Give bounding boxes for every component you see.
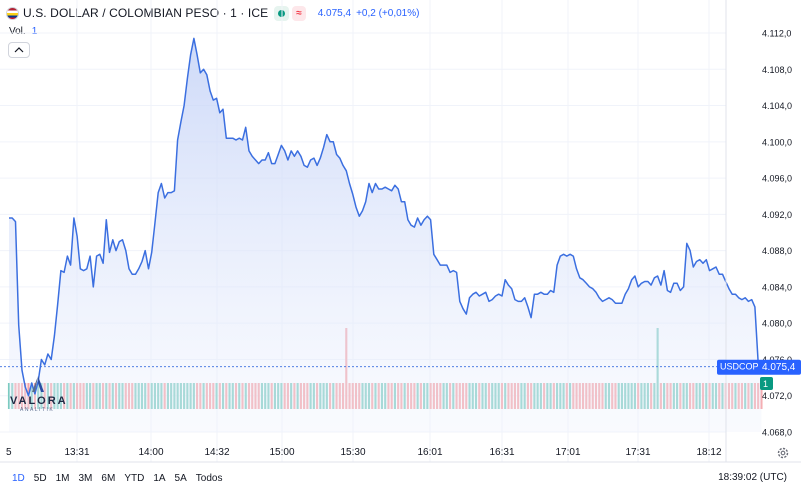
volume-legend-value: 1 [31,26,38,37]
price-area [9,38,762,433]
x-tick-label: 13:31 [64,447,89,458]
x-tick-label: 15:00 [269,447,294,458]
price-axis[interactable]: 4.112,0 4.108,0 4.104,0 4.100,0 4.096,0 4.092… [762,29,792,438]
y-tick-label: 4.080,0 [762,319,792,329]
range-button-1d[interactable]: 1D [12,473,25,484]
x-tick-label: 17:31 [625,447,650,458]
valora-analitik-logo: VALORA ANALITIK [10,376,68,413]
range-button-todos[interactable]: Todos [195,473,223,484]
x-tick-label: 16:31 [489,447,514,458]
gear-icon[interactable] [776,446,790,460]
chart-header: U.S. DOLLAR / COLOMBIAN PESO · 1 · ICE ≈… [6,4,419,22]
volume-legend: Vol. 1 [9,26,37,37]
logo-mark-icon [38,376,44,392]
last-price-label: USDCOP 4.075,4 [717,359,801,375]
price-line [9,37,762,397]
y-tick-label: 4.104,0 [762,101,792,111]
y-tick-label: 4.100,0 [762,137,792,147]
range-button-5a[interactable]: 5A [174,473,187,484]
price-change: +0,2 (+0,01%) [356,7,420,19]
utc-clock[interactable]: 18:39:02 (UTC) [718,472,787,483]
time-axis[interactable]: 5 13:31 14:00 14:32 15:00 15:30 16:01 16:31 17:0… [6,447,722,458]
volume-bar [760,383,763,409]
bottom-toolbar: 1D 5D 1M 3M 6M YTD 1A 5A Todos 18:39:02 … [0,468,801,489]
last-price-value: 4.075,4 [762,362,796,373]
range-button-1m[interactable]: 1M [55,473,70,484]
y-tick-label: 4.112,0 [762,29,791,39]
y-tick-label: 4.092,0 [762,210,792,220]
x-tick-label: 14:00 [138,447,163,458]
x-tick-label: 16:01 [417,447,442,458]
x-tick-label: 5 [6,447,12,458]
currency-flag-icon [6,6,19,20]
data-delay-badge[interactable]: ≈ [292,5,306,21]
y-tick-label: 4.084,0 [762,282,792,292]
range-button-5d[interactable]: 5D [33,473,47,484]
y-tick-label: 4.088,0 [762,246,792,256]
x-tick-label: 17:01 [555,447,580,458]
range-button-ytd[interactable]: YTD [124,473,145,484]
y-tick-label: 4.108,0 [762,65,792,75]
logo-text: VALORA [10,395,68,407]
y-tick-label: 4.072,0 [762,391,792,401]
range-button-6m[interactable]: 6M [101,473,116,484]
last-price-symbol: USDCOP [720,362,759,372]
collapse-legend-button[interactable] [8,42,30,58]
chevron-up-icon [14,47,24,53]
range-button-1a[interactable]: 1A [153,473,166,484]
y-tick-label: 4.096,0 [762,174,792,184]
symbol-title[interactable]: U.S. DOLLAR / COLOMBIAN PESO · 1 · ICE [23,6,269,20]
volume-value-text: 1 [763,379,768,389]
range-button-3m[interactable]: 3M [78,473,93,484]
last-price-label-bg [717,359,801,375]
x-tick-label: 18:12 [696,447,721,458]
volume-value-label: 1 [760,377,773,390]
volume-value-bg [760,377,773,390]
x-tick-label: 14:32 [204,447,229,458]
price-chart[interactable]: 4.112,0 4.108,0 4.104,0 4.100,0 4.096,0 4.092… [0,0,801,468]
x-tick-label: 15:30 [340,447,365,458]
logo-subtext: ANALITIK [20,407,54,413]
last-price: 4.075,4 [317,7,352,19]
y-tick-label: 4.068,0 [762,428,792,438]
volume-legend-label: Vol. [9,26,26,37]
